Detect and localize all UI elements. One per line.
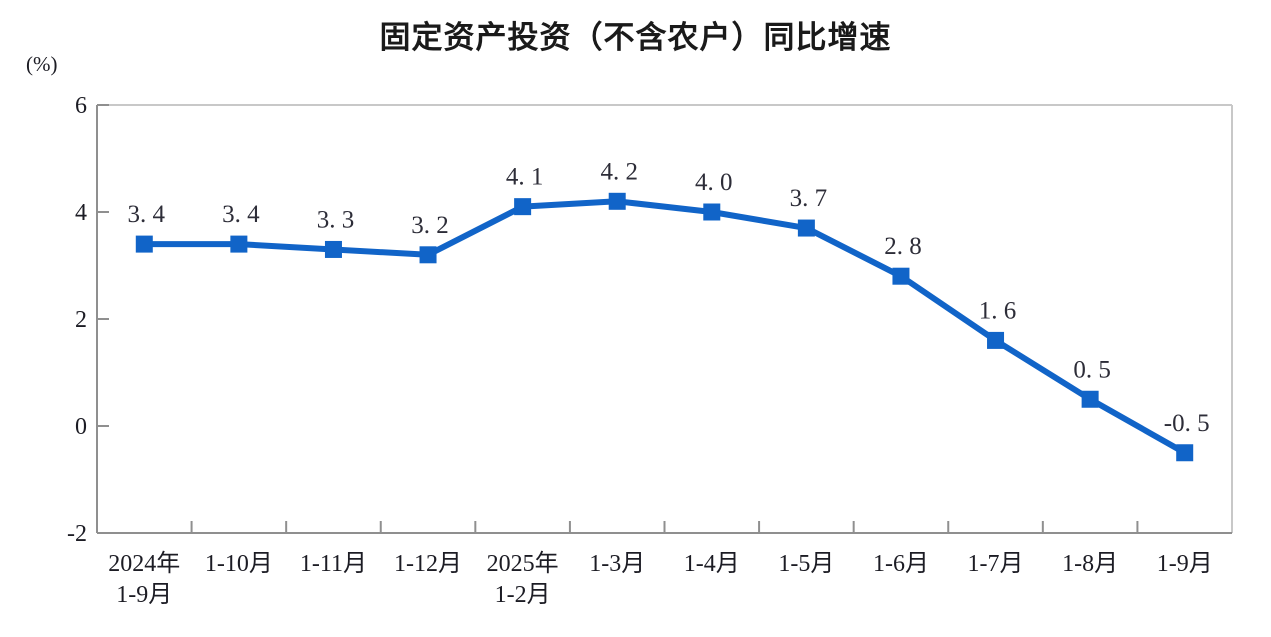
data-point-label: 1. 6 — [979, 297, 1017, 324]
y-tick-label: -2 — [67, 521, 87, 547]
x-tick-label: 1-11月 — [300, 551, 367, 577]
chart-title: 固定资产投资（不含农户）同比增速 — [379, 20, 892, 55]
data-point-label: 4. 0 — [695, 169, 733, 196]
data-point-marker — [324, 240, 342, 258]
data-point-label: 3. 4 — [222, 201, 260, 228]
data-point-label: 4. 1 — [506, 164, 544, 191]
data-point-label: 3. 2 — [411, 212, 449, 239]
x-tick-label: 1-9月 — [116, 582, 172, 608]
data-point-label: -0. 5 — [1164, 410, 1210, 437]
x-tick-label: 1-9月 — [1157, 551, 1213, 577]
x-tick-label: 1-5月 — [778, 551, 834, 577]
y-axis-unit-label: (%) — [26, 52, 58, 76]
y-tick-label: 6 — [75, 93, 87, 119]
data-point-marker — [1081, 390, 1099, 408]
data-point-label: 3. 4 — [128, 201, 166, 228]
x-tick-label: 1-6月 — [873, 551, 929, 577]
data-point-marker — [797, 219, 815, 237]
x-tick-label: 1-7月 — [968, 551, 1024, 577]
data-point-marker — [703, 203, 721, 221]
data-point-marker — [987, 331, 1005, 349]
data-point-label: 3. 7 — [790, 185, 828, 212]
data-point-marker — [608, 192, 626, 210]
data-point-marker — [514, 198, 532, 216]
data-point-label: 4. 2 — [600, 158, 638, 185]
line-series — [141, 198, 1188, 456]
data-point-marker — [135, 235, 153, 253]
data-point-marker — [1176, 444, 1194, 462]
y-tick-label: 4 — [75, 200, 87, 226]
y-tick-label: 0 — [75, 414, 87, 440]
data-point-label: 2. 8 — [884, 233, 922, 260]
data-point-label: 3. 3 — [317, 206, 355, 233]
data-point-marker — [892, 267, 910, 285]
data-point-label: 0. 5 — [1073, 356, 1111, 383]
x-tick-label: 2025年 — [487, 550, 559, 577]
x-tick-label: 1-10月 — [205, 551, 273, 577]
data-point-marker — [419, 246, 437, 264]
x-tick-label: 1-2月 — [495, 582, 551, 608]
x-tick-label: 1-3月 — [589, 551, 645, 577]
x-tick-label: 1-4月 — [684, 551, 740, 577]
x-tick-label: 1-8月 — [1062, 551, 1118, 577]
data-point-marker — [230, 235, 248, 253]
x-tick-label: 2024年 — [108, 550, 180, 577]
y-tick-label: 2 — [75, 307, 87, 333]
x-tick-label: 1-12月 — [394, 551, 462, 577]
